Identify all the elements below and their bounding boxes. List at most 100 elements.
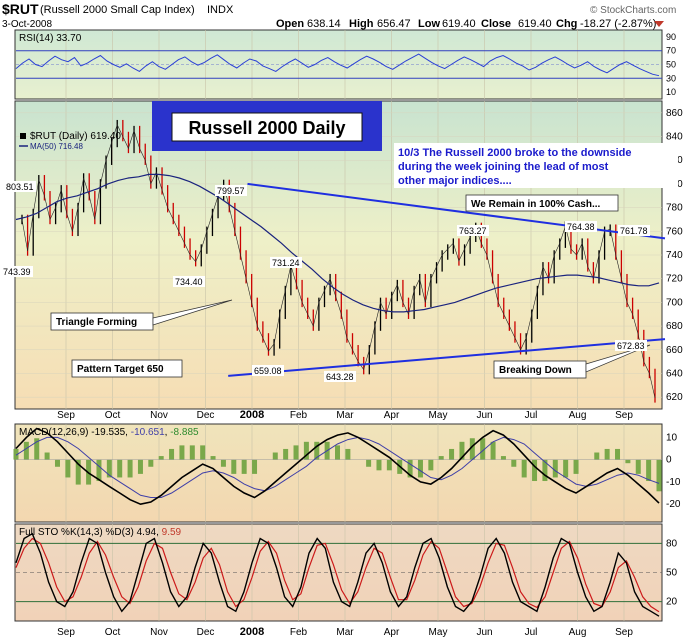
price-tick-label: 700 xyxy=(666,297,683,308)
month-label: Dec xyxy=(197,627,215,638)
annotation-799: 799.57 xyxy=(217,186,245,196)
macd-hist-bar xyxy=(169,448,175,460)
macd-hist-bar xyxy=(449,448,455,460)
macd-hist-bar xyxy=(314,441,320,460)
macd-label: MACD(12,26,9) -19.535, -10.651, -8.885 xyxy=(19,427,199,438)
macd-signal-line xyxy=(15,436,660,498)
month-label: Apr xyxy=(384,627,400,638)
cash-note-box xyxy=(465,194,619,212)
macd-hist-bar xyxy=(500,456,506,460)
macd-hist-bar xyxy=(220,459,226,467)
month-label: May xyxy=(429,627,448,638)
macd-hist-bar xyxy=(345,448,351,460)
month-label: Sep xyxy=(615,410,633,421)
down-arrow-icon xyxy=(654,21,664,27)
macd-hist-bar xyxy=(252,459,258,474)
rsi-tick-label: 90 xyxy=(666,32,676,42)
target-note: Pattern Target 650 xyxy=(77,364,164,375)
macd-hist-bar xyxy=(106,459,112,478)
reference-lines xyxy=(16,50,662,603)
macd-hist-bar xyxy=(469,438,475,460)
month-label: Feb xyxy=(290,627,308,638)
month-label: Sep xyxy=(57,410,75,421)
month-label: 2008 xyxy=(240,626,264,638)
price-close-line xyxy=(21,123,656,398)
price-tick-label: 680 xyxy=(666,321,683,332)
month-label: Mar xyxy=(336,627,354,638)
sto-d-line xyxy=(15,537,660,613)
macd-hist-bar xyxy=(179,445,185,460)
chart-title: Russell 2000 Daily xyxy=(188,118,345,138)
macd-hist-bar xyxy=(594,452,600,460)
annotation-803: 803.51 xyxy=(6,182,34,192)
macd-hist-bar xyxy=(438,456,444,460)
macd-hist-bar xyxy=(54,459,60,467)
sto-label: Full STO %K(14,3) %D(3) 4.94, 9.59 xyxy=(19,527,182,538)
price-tick-label: 740 xyxy=(666,250,683,261)
macd-hist-bar xyxy=(44,452,50,460)
month-label: Feb xyxy=(290,410,308,421)
macd-tick-label: 10 xyxy=(666,432,678,443)
macd-hist-bar xyxy=(625,459,631,464)
rsi-tick-label: 50 xyxy=(666,60,676,70)
chg-value: -18.27 (-2.87%) xyxy=(580,18,656,30)
macd-hist-bar xyxy=(231,459,237,474)
month-label: Nov xyxy=(150,627,168,638)
macd-hist-bar xyxy=(34,438,40,460)
price-tick-label: 640 xyxy=(666,368,683,379)
macd-tick-label: -10 xyxy=(666,477,681,488)
month-label: Mar xyxy=(336,410,354,421)
rsi-tick-label: 30 xyxy=(666,73,676,83)
macd-hist-bar xyxy=(137,459,143,474)
month-label: Jul xyxy=(525,410,538,421)
price-tick-label: 860 xyxy=(666,108,683,119)
high-value: 656.47 xyxy=(377,18,411,30)
macd-hist-bar xyxy=(96,459,102,482)
symbol: $RUT xyxy=(2,1,39,17)
month-label: Aug xyxy=(569,627,587,638)
macd-hist-bar xyxy=(200,445,206,460)
macd-hist-bar xyxy=(13,448,19,460)
open-label: Open xyxy=(276,18,304,30)
price-tick-label: 720 xyxy=(666,274,683,285)
annotation-731: 731.24 xyxy=(272,258,300,268)
macd-hist-bar xyxy=(563,459,569,478)
price-annotations: 803.51 743.39 799.57 734.40 731.24 659.0… xyxy=(1,181,650,382)
low-label: Low xyxy=(418,18,440,30)
macd-hist-bar xyxy=(117,459,123,478)
macd-hist-bar xyxy=(158,456,164,460)
rsi-line xyxy=(15,53,660,77)
price-tick-label: 620 xyxy=(666,392,683,403)
watermark: © StockCharts.com xyxy=(590,5,676,16)
macd-hist-bar xyxy=(511,459,517,467)
macd-hist-bar xyxy=(65,459,71,478)
title-box-inner xyxy=(171,112,363,142)
month-label: Dec xyxy=(197,410,215,421)
sto-tick-label: 50 xyxy=(666,568,678,579)
macd-hist-bar xyxy=(407,459,413,478)
month-label: Jun xyxy=(476,410,492,421)
price-label: $RUT (Daily) 619.40 xyxy=(30,131,121,142)
sto-tick-label: 20 xyxy=(666,597,678,608)
month-label: Sep xyxy=(57,627,75,638)
macd-hist-bar xyxy=(417,459,423,478)
month-label: Apr xyxy=(384,410,400,421)
breaking-note: Breaking Down xyxy=(499,365,572,376)
macd-hist-bar xyxy=(366,459,372,467)
trendline-lower xyxy=(228,338,666,377)
macd-hist-bar xyxy=(75,459,81,485)
commentary-line-2: during the week joining the lead of most xyxy=(398,161,609,173)
macd-tick-label: 0 xyxy=(666,455,672,466)
macd-hist-bar xyxy=(335,445,340,460)
price-tick-label: 660 xyxy=(666,345,683,356)
macd-hist-bar xyxy=(241,459,247,474)
rsi-label: RSI(14) 33.70 xyxy=(19,33,82,44)
chart-date: 3-Oct-2008 xyxy=(2,19,52,30)
close-label: Close xyxy=(481,18,511,30)
annotation-764: 764.38 xyxy=(567,222,595,232)
price-tick-label: 840 xyxy=(666,132,683,143)
macd-hist-bar xyxy=(635,459,641,474)
series-lines xyxy=(15,53,660,617)
macd-hist-bar xyxy=(615,448,621,460)
